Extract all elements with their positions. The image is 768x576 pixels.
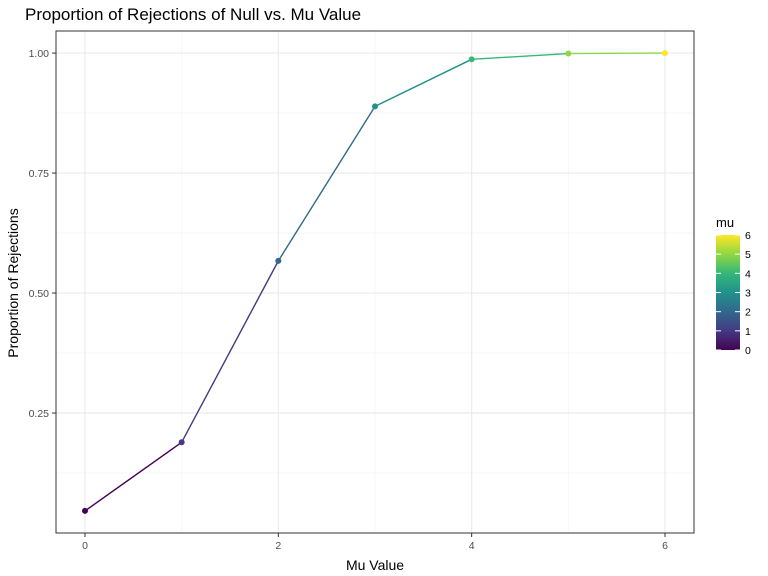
series-points	[82, 50, 668, 514]
chart-title: Proportion of Rejections of Null vs. Mu …	[25, 5, 361, 24]
legend-ticks: 0 1 2 3 4 5 6	[716, 230, 751, 357]
y-axis-title: Proportion of Rejections	[5, 208, 21, 357]
x-tick-label: 0	[82, 540, 88, 552]
x-axis-title: Mu Value	[346, 557, 404, 573]
x-tick-label: 6	[662, 540, 668, 552]
legend: mu 0 1 2 3 4 5 6	[716, 215, 751, 357]
legend-label: 2	[745, 307, 751, 319]
y-tick-label: 0.75	[29, 168, 50, 180]
data-point	[82, 507, 88, 514]
y-tick-label: 0.50	[29, 288, 50, 300]
legend-label: 3	[745, 288, 751, 300]
line-segment	[471, 52, 569, 61]
line-segment	[181, 260, 279, 443]
data-point	[275, 257, 282, 264]
legend-label: 5	[745, 249, 751, 261]
data-point	[178, 439, 185, 446]
legend-label: 6	[745, 230, 751, 242]
line-segment	[374, 58, 472, 107]
legend-title: mu	[716, 215, 734, 230]
y-axis-ticks: 0.25 0.50 0.75 1.00	[29, 48, 56, 420]
data-point	[372, 103, 378, 110]
data-point	[565, 50, 572, 57]
x-tick-label: 4	[469, 540, 475, 552]
legend-label: 0	[745, 345, 751, 357]
y-tick-label: 0.25	[29, 408, 50, 420]
series-line	[84, 52, 666, 512]
line-segment	[277, 105, 376, 262]
legend-label: 4	[745, 268, 751, 280]
y-tick-label: 1.00	[29, 48, 50, 60]
line-segment	[84, 441, 183, 512]
x-tick-label: 2	[275, 540, 281, 552]
grid	[56, 31, 694, 533]
panel-border	[55, 30, 695, 534]
x-axis-ticks: 0 2 4 6	[82, 533, 668, 552]
data-point	[468, 56, 475, 63]
legend-label: 1	[745, 326, 751, 338]
data-point	[662, 50, 668, 57]
